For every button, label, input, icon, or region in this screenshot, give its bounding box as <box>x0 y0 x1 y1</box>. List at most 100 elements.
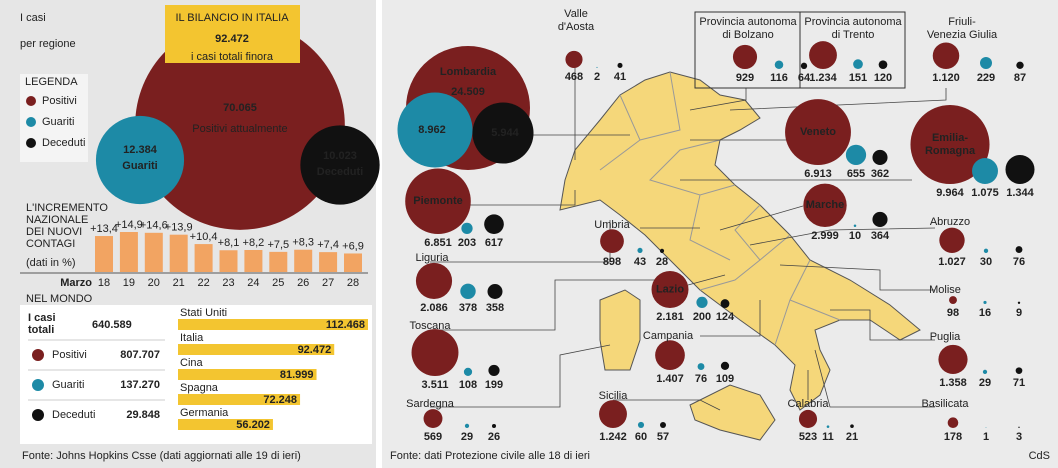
x-tick-label: 28 <box>347 277 359 289</box>
region-bubble <box>463 367 473 376</box>
legend-title: LEGENDA <box>25 76 78 88</box>
region-value: 1.358 <box>939 377 967 389</box>
region-bubble <box>697 363 705 371</box>
region-name: d'Aosta <box>558 21 595 33</box>
italy-caption: Deceduti <box>317 166 363 178</box>
region-name: Molise <box>929 284 961 296</box>
banner: IL BILANCIO IN ITALIA <box>175 12 289 24</box>
region-bubble <box>803 183 847 227</box>
region-value: 3 <box>1016 431 1022 443</box>
region-value: 98 <box>947 307 959 319</box>
value-label: +14,6 <box>140 220 168 232</box>
bar <box>178 319 368 330</box>
region-bubble <box>696 296 708 308</box>
region-value: 76 <box>695 373 707 385</box>
map <box>559 71 921 441</box>
region-bubble <box>939 227 965 253</box>
region-bubble <box>488 364 500 376</box>
title: I casi <box>20 12 46 24</box>
region-name: Puglia <box>930 331 961 343</box>
legend-swatch <box>26 96 36 106</box>
leader-line <box>463 190 576 206</box>
value-label: 81.999 <box>280 369 314 381</box>
region-bubble <box>938 344 968 374</box>
region-name: Sicilia <box>599 390 629 402</box>
x-tick-label: 21 <box>173 277 185 289</box>
x-tick-label: 25 <box>272 277 284 289</box>
region-value: 200 <box>693 311 711 323</box>
region-value: 116 <box>770 72 788 84</box>
bar <box>244 249 263 272</box>
region-name: Valle <box>564 8 588 20</box>
world-value: 29.848 <box>126 409 160 421</box>
region-value: 120 <box>874 72 892 84</box>
region-bubble <box>845 144 867 165</box>
region-value: 16 <box>979 307 991 319</box>
italy-bubble <box>95 115 185 205</box>
region-name: Lazio <box>656 283 684 295</box>
world-value: 137.270 <box>120 379 160 391</box>
italy-value: 70.065 <box>223 102 257 114</box>
banner-box <box>165 5 300 63</box>
region-value: 378 <box>459 302 477 314</box>
italy-caption: Guariti <box>122 160 157 172</box>
x-tick-label: 27 <box>322 277 334 289</box>
region-bubble <box>637 247 643 254</box>
footer-credit: CdS <box>1029 450 1050 462</box>
bar <box>294 249 313 272</box>
region-bubble <box>980 57 992 69</box>
chart-subtitle: (dati in %) <box>26 257 76 269</box>
region-name: Romagna <box>925 145 976 157</box>
region-bubble <box>982 369 988 374</box>
region-value: 87 <box>1014 72 1026 84</box>
region-value: 30 <box>980 256 992 268</box>
italy-bubble <box>300 125 380 205</box>
x-tick-label: 22 <box>197 277 209 289</box>
region-value: 9.964 <box>936 187 964 199</box>
value-label: +6,9 <box>342 240 364 252</box>
region-bubble <box>1005 154 1035 185</box>
region-bubble <box>660 422 666 428</box>
region-value: 2.999 <box>811 230 839 242</box>
region-value: 108 <box>459 379 477 391</box>
region-value: 1.234 <box>809 72 837 84</box>
region-borders <box>599 71 841 346</box>
leader-line <box>749 227 936 246</box>
leader-line <box>719 205 804 231</box>
bar <box>194 244 213 272</box>
italy-bubble <box>135 20 345 230</box>
region-value: 28 <box>656 256 668 268</box>
bar <box>144 232 163 272</box>
region-value: 57 <box>657 431 669 443</box>
region-bubble <box>464 423 470 428</box>
value-label: +13,4 <box>90 223 118 235</box>
region-value: 2 <box>594 71 600 83</box>
value-label: +8,3 <box>292 237 314 249</box>
bar <box>95 236 113 272</box>
value-label: +13,9 <box>165 222 193 234</box>
region-value: 29 <box>461 431 473 443</box>
region-value: 898 <box>603 256 621 268</box>
region-bubble <box>405 168 471 234</box>
bar <box>178 394 301 405</box>
region-name: Friuli- <box>948 16 976 28</box>
region-bubble <box>600 229 624 253</box>
x-tick-label: 18 <box>98 277 110 289</box>
region-value: 41 <box>614 71 626 83</box>
region-bubble <box>461 222 473 234</box>
x-tick-label: 19 <box>123 277 135 289</box>
value-label: 112.468 <box>326 319 365 331</box>
region-bubble <box>798 409 818 428</box>
region-value: 468 <box>565 71 583 83</box>
region-name: Lombardia <box>440 66 497 78</box>
world-label: Guariti <box>52 379 84 391</box>
region-value: 178 <box>944 431 962 443</box>
region-bubble <box>853 59 863 69</box>
region-value: 6.913 <box>804 168 832 180</box>
italy-value: 12.384 <box>123 144 158 156</box>
region-bubble <box>637 421 645 428</box>
value-label: +14,9 <box>115 219 143 231</box>
x-tick-label: 20 <box>148 277 160 289</box>
sardinia <box>599 289 641 371</box>
region-name: Liguria <box>415 252 449 264</box>
